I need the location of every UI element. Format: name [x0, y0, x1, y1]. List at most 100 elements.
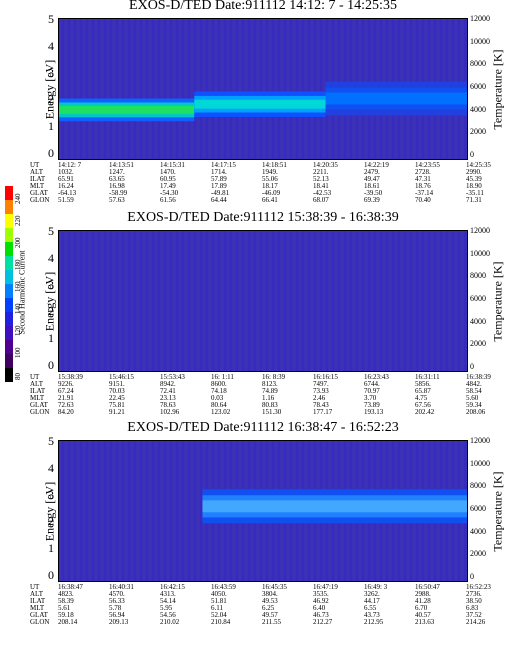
- spectrogram-texture: [215, 19, 217, 159]
- spectrogram-texture: [113, 19, 115, 159]
- orbit-table-value: 18.76: [415, 182, 431, 190]
- spectrogram-texture: [155, 231, 157, 371]
- orbit-table-value: 74.89: [262, 387, 278, 395]
- y2-axis-label: Temperature [K]: [490, 471, 505, 552]
- spectrogram-texture: [77, 231, 79, 371]
- spectrogram-texture: [446, 231, 448, 371]
- orbit-table-value: 16:38:47: [58, 583, 83, 591]
- spectrogram-texture: [74, 441, 76, 581]
- orbit-table-value: 49.57: [262, 611, 278, 619]
- spectrogram-texture: [140, 441, 142, 581]
- y-tick-label: 3: [48, 487, 54, 502]
- y2-tick-label: 10000: [470, 36, 490, 46]
- orbit-table-value: 16:45:35: [262, 583, 287, 591]
- colorbar-segment: [5, 354, 13, 368]
- orbit-table-value: 18.61: [364, 182, 380, 190]
- orbit-table-value: 0.03: [211, 394, 224, 402]
- spectrogram-texture: [155, 441, 157, 581]
- orbit-table-value: 59.34: [466, 401, 482, 409]
- spectrogram-texture: [188, 19, 190, 159]
- orbit-table-value: 16:52:23: [466, 583, 491, 591]
- panel-title: EXOS-D/TED Date:911112 16:38:47 - 16:52:…: [127, 420, 399, 435]
- spectrogram-plot: [58, 230, 468, 372]
- orbit-table-value: 4823.: [58, 590, 74, 598]
- orbit-table-value: 14:23:55: [415, 161, 440, 169]
- spectrogram-texture: [308, 231, 310, 371]
- spectrogram-texture: [290, 19, 292, 159]
- orbit-table-value: 14:25:35: [466, 161, 491, 169]
- orbit-table-value: 38.50: [466, 597, 482, 605]
- orbit-table-value: 68.07: [313, 196, 329, 204]
- spectrogram-texture: [86, 231, 88, 371]
- orbit-table-value: 16:40:31: [109, 583, 134, 591]
- spectrogram-texture: [182, 231, 184, 371]
- orbit-table-value: 1.16: [262, 394, 275, 402]
- y2-axis-label: Temperature [K]: [490, 261, 505, 342]
- orbit-table-value: 14:15:31: [160, 161, 185, 169]
- orbit-table-value: 4.75: [415, 394, 428, 402]
- spectrogram-texture: [185, 231, 187, 371]
- y-axis-label: Energy [eV]: [42, 481, 57, 542]
- y2-tick-label: 4000: [470, 316, 486, 326]
- orbit-table-value: 2728.: [415, 168, 431, 176]
- colorbar-segment: [5, 312, 13, 326]
- spectrogram-texture: [140, 19, 142, 159]
- spectrogram-texture: [182, 19, 184, 159]
- panel-title: EXOS-D/TED Date:911112 14:12: 7 - 14:25:…: [129, 0, 397, 13]
- spectrogram-texture: [140, 231, 142, 371]
- orbit-table-value: 46.73: [313, 611, 329, 619]
- y-tick-label: 3: [48, 65, 54, 80]
- orbit-table-value: 6.25: [262, 604, 275, 612]
- spectrogram-texture: [311, 19, 313, 159]
- orbit-table-value: 4570.: [109, 590, 125, 598]
- spectrogram-texture: [161, 441, 163, 581]
- spectrogram-texture: [332, 231, 334, 371]
- orbit-table-value: 40.57: [415, 611, 431, 619]
- spectrogram-texture: [401, 231, 403, 371]
- spectrogram-texture: [152, 441, 154, 581]
- spectrogram-texture: [260, 19, 262, 159]
- spectrogram-texture: [194, 19, 196, 159]
- orbit-table-value: 16:43:59: [211, 583, 236, 591]
- spectrogram-texture: [221, 231, 223, 371]
- spectrogram-texture: [245, 231, 247, 371]
- spectrogram-texture: [104, 231, 106, 371]
- orbit-table-value: 2736.: [466, 590, 482, 598]
- spectrogram-plot: [58, 440, 468, 582]
- spectrogram-texture: [272, 19, 274, 159]
- spectrogram-texture: [293, 19, 295, 159]
- orbit-table-value: 2.46: [313, 394, 326, 402]
- orbit-table-value: 3535.: [313, 590, 329, 598]
- y-tick-label: 2: [48, 92, 54, 107]
- spectrogram-texture: [200, 231, 202, 371]
- colorbar-segment: [5, 270, 13, 284]
- spectrogram-texture: [146, 19, 148, 159]
- spectrogram-texture: [95, 441, 97, 581]
- spectrogram-texture: [65, 441, 67, 581]
- spectrogram-texture: [107, 441, 109, 581]
- orbit-table-value: 6.11: [211, 604, 223, 612]
- spectrogram-texture: [284, 231, 286, 371]
- orbit-table-value: 75.81: [109, 401, 125, 409]
- spectrogram-texture: [278, 19, 280, 159]
- spectrogram-texture: [125, 19, 127, 159]
- spectrogram-texture: [95, 19, 97, 159]
- spectrogram-texture: [197, 231, 199, 371]
- spectrogram-texture: [146, 231, 148, 371]
- spectrogram-texture: [368, 231, 370, 371]
- orbit-table-value: -39.50: [364, 189, 383, 197]
- spectrogram-texture: [149, 231, 151, 371]
- orbit-table-value: 69.39: [364, 196, 380, 204]
- spectrogram-texture: [410, 231, 412, 371]
- spectrogram-texture: [425, 231, 427, 371]
- orbit-table-value: 177.17: [313, 408, 333, 416]
- spectrogram-texture: [176, 441, 178, 581]
- spectrogram-texture: [287, 231, 289, 371]
- spectrogram-texture: [149, 19, 151, 159]
- spectrogram-texture: [158, 19, 160, 159]
- spectrogram-texture: [98, 441, 100, 581]
- spectrogram-texture: [371, 231, 373, 371]
- spectrogram-band: [194, 99, 326, 109]
- orbit-table-value: 5856.: [415, 380, 431, 388]
- orbit-table-value: 73.93: [313, 387, 329, 395]
